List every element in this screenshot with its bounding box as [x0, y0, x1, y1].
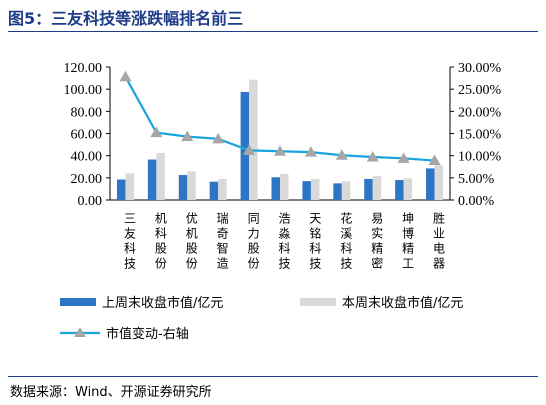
bar-this-week	[187, 171, 196, 200]
change-marker	[274, 145, 286, 156]
bars	[116, 79, 444, 200]
bar-prev-week	[426, 168, 435, 200]
legend-swatch-prev	[60, 298, 96, 306]
category-label: 瑞奇智造	[215, 212, 229, 272]
left-tick-label: 0.00	[78, 194, 103, 209]
bar-prev-week	[333, 183, 342, 200]
bar-this-week	[403, 178, 413, 200]
bar-prev-week	[209, 181, 219, 200]
right-tick-label: 15.00%	[458, 128, 502, 143]
bar-this-week	[434, 165, 444, 200]
legend-label-prev: 上周末收盘市值/亿元	[102, 295, 223, 311]
change-marker	[243, 144, 256, 155]
category-label: 浩淼科技	[277, 212, 291, 272]
bar-prev-week	[116, 179, 126, 200]
bar-this-week	[341, 181, 351, 200]
left-tick-label: 80.00	[71, 105, 103, 120]
category-label: 三友科技	[122, 212, 136, 272]
category-label: 天铭科技	[308, 212, 322, 272]
source-note: 数据来源：Wind、开源证券研究所	[10, 385, 212, 400]
category-label: 易实精密	[370, 212, 384, 272]
bar-prev-week	[364, 178, 373, 200]
category-label: 同力股份	[246, 212, 260, 272]
change-marker	[181, 130, 194, 142]
left-tick-label: 20.00	[71, 172, 103, 187]
bar-prev-week	[147, 159, 157, 200]
chart: 0.00 20.00 40.00 60.00 80.00 100.00 120.00 0.0…	[60, 61, 502, 342]
bar-this-week	[280, 173, 289, 200]
change-marker	[150, 126, 163, 138]
legend-swatch-curr	[300, 298, 336, 306]
left-tick-label: 120.00	[64, 61, 103, 76]
chart-title: 图5：三友科技等涨跌幅排名前三	[8, 9, 244, 28]
legend-item-curr: 本周末收盘市值/亿元	[300, 295, 463, 311]
right-tick-label: 10.00%	[458, 150, 502, 165]
bar-this-week	[125, 173, 134, 200]
right-axis-ticks: 0.00% 5.00% 10.00% 15.00% 20.00% 25.00% 30.00%	[450, 61, 502, 209]
category-label: 胜业电器	[432, 211, 446, 272]
change-marker	[304, 146, 317, 157]
category-label: 优机股份	[184, 212, 198, 272]
change-marker	[428, 154, 441, 166]
right-tick-label: 30.00%	[458, 61, 502, 76]
legend-label-curr: 本周末收盘市值/亿元	[342, 295, 463, 311]
change-marker	[212, 132, 225, 144]
category-label: 花溪科技	[339, 211, 353, 272]
legend-item-prev: 上周末收盘市值/亿元	[60, 295, 223, 311]
legend-label-line: 市值变动-右轴	[106, 326, 189, 342]
left-tick-label: 100.00	[64, 83, 103, 98]
right-tick-label: 0.00%	[458, 194, 495, 209]
bar-prev-week	[395, 180, 404, 200]
footer-divider	[8, 376, 538, 377]
left-axis-ticks: 0.00 20.00 40.00 60.00 80.00 100.00 120.00	[64, 61, 110, 209]
left-tick-label: 60.00	[71, 128, 103, 143]
legend-swatch-marker	[74, 327, 86, 337]
bar-prev-week	[302, 181, 311, 200]
bar-prev-week	[240, 91, 250, 200]
bar-this-week	[310, 178, 320, 200]
change-marker	[119, 70, 132, 82]
title-divider	[8, 31, 538, 32]
bar-this-week	[249, 79, 258, 200]
change-marker	[397, 152, 410, 163]
bar-this-week	[372, 176, 382, 200]
right-tick-label: 20.00%	[458, 105, 502, 120]
category-labels: 三友科技 机科股份 优机股份 瑞奇智造 同力股份 浩淼科技 天铭科技 花溪科技 易实精密 坤博精工…	[122, 211, 445, 272]
bar-this-week	[156, 152, 165, 200]
change-line	[119, 70, 441, 166]
bar-prev-week	[271, 177, 280, 200]
left-tick-label: 40.00	[71, 150, 103, 165]
right-tick-label: 5.00%	[458, 172, 495, 187]
bar-this-week	[218, 178, 227, 200]
change-marker	[335, 149, 348, 160]
category-label: 坤博精工	[401, 211, 415, 272]
category-label: 机科股份	[153, 212, 167, 272]
bar-prev-week	[178, 175, 188, 200]
change-marker	[366, 150, 379, 162]
legend-item-line: 市值变动-右轴	[60, 326, 189, 342]
right-tick-label: 25.00%	[458, 83, 502, 98]
